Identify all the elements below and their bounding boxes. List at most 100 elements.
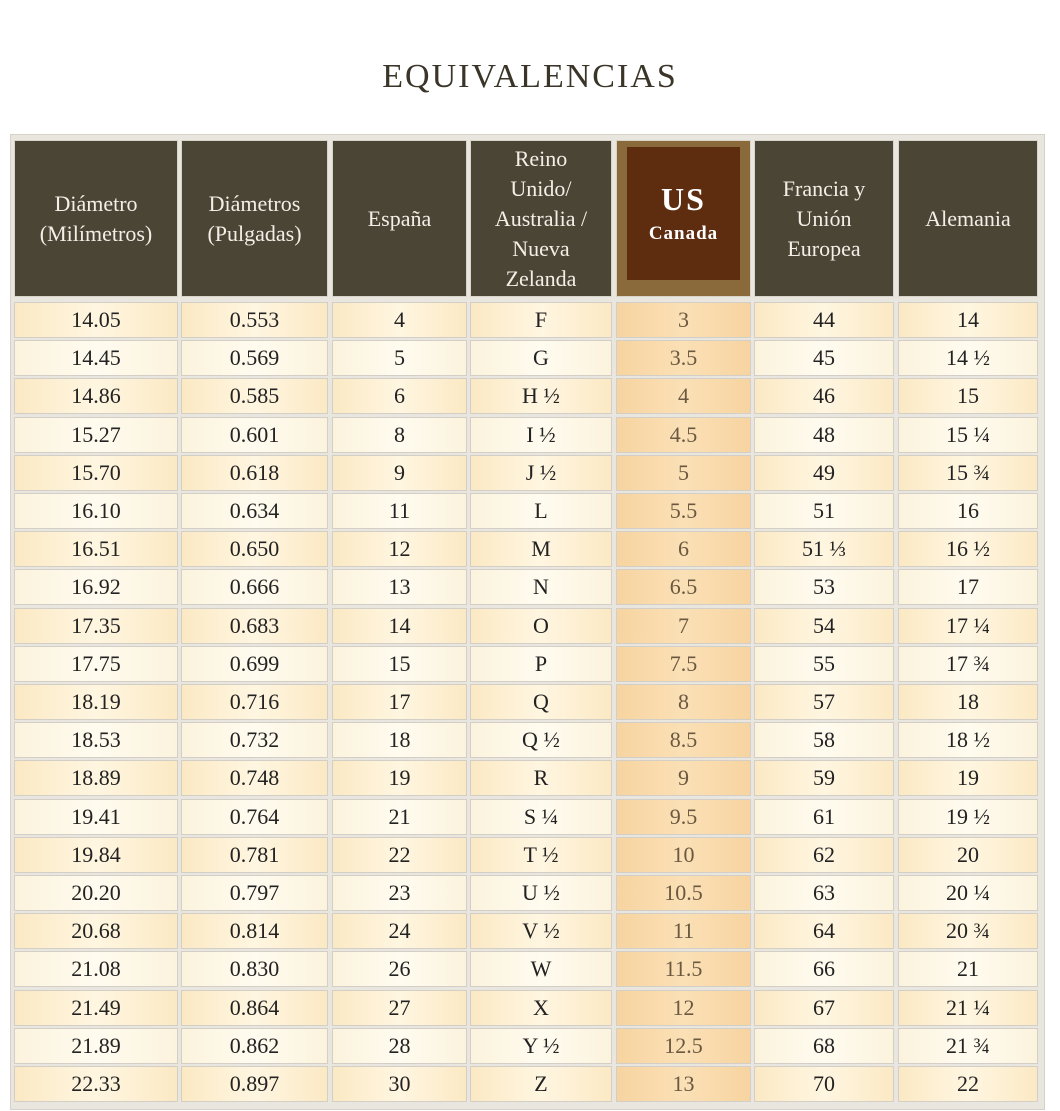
cell-us-canada: 5 <box>617 455 750 490</box>
cell-alemania: 19 <box>899 761 1037 796</box>
cell-us-canada: 9.5 <box>617 799 750 834</box>
cell-francia-ue: 57 <box>755 685 893 719</box>
cell-diametro-pulgadas: 0.781 <box>182 837 327 872</box>
cell-reino-unido: Y ½ <box>471 1028 611 1063</box>
cell-francia-ue: 64 <box>755 914 893 949</box>
cell-francia-ue: 53 <box>755 570 893 605</box>
cell-francia-ue: 51 ⅓ <box>755 532 893 567</box>
cell-diametro-pulgadas: 0.797 <box>182 876 327 910</box>
cell-alemania: 21 <box>899 952 1037 987</box>
cell-francia-ue: 67 <box>755 990 893 1025</box>
cell-francia-ue: 48 <box>755 417 893 452</box>
cell-francia-ue: 51 <box>755 494 893 528</box>
cell-us-canada: 6.5 <box>617 570 750 605</box>
cell-alemania: 22 <box>899 1067 1037 1101</box>
cell-reino-unido: L <box>471 494 611 528</box>
header-us-label: US <box>661 180 706 217</box>
cell-francia-ue: 68 <box>755 1028 893 1063</box>
cell-us-canada: 11 <box>617 914 750 949</box>
cell-francia-ue: 70 <box>755 1067 893 1101</box>
cell-reino-unido: U ½ <box>471 876 611 910</box>
cell-reino-unido: Q <box>471 685 611 719</box>
cell-diametro-pulgadas: 0.748 <box>182 761 327 796</box>
cell-us-canada: 5.5 <box>617 494 750 528</box>
cell-espana: 12 <box>333 532 466 567</box>
cell-reino-unido: I ½ <box>471 417 611 452</box>
cell-reino-unido: R <box>471 761 611 796</box>
cell-us-canada: 8 <box>617 685 750 719</box>
cell-diametro-mm: 16.10 <box>15 494 177 528</box>
cell-diametro-pulgadas: 0.764 <box>182 799 327 834</box>
cell-espana: 22 <box>333 837 466 872</box>
cell-espana: 5 <box>333 341 466 376</box>
cell-us-canada: 8.5 <box>617 723 750 758</box>
cell-espana: 15 <box>333 646 466 681</box>
cell-diametro-pulgadas: 0.618 <box>182 455 327 490</box>
header-label: Francia y Unión Europea <box>782 175 866 261</box>
cell-diametro-pulgadas: 0.601 <box>182 417 327 452</box>
header-francia-ue: Francia y Unión Europea <box>755 141 893 296</box>
cell-reino-unido: X <box>471 990 611 1025</box>
cell-espana: 13 <box>333 570 466 605</box>
cell-us-canada: 4 <box>617 379 750 414</box>
cell-reino-unido: O <box>471 608 611 643</box>
cell-diametro-pulgadas: 0.683 <box>182 608 327 643</box>
cell-diametro-mm: 21.89 <box>15 1028 177 1063</box>
cell-alemania: 20 <box>899 837 1037 872</box>
cell-francia-ue: 45 <box>755 341 893 376</box>
cell-espana: 18 <box>333 723 466 758</box>
cell-diametro-mm: 16.92 <box>15 570 177 605</box>
cell-alemania: 20 ¼ <box>899 876 1037 910</box>
cell-espana: 9 <box>333 455 466 490</box>
cell-us-canada: 10 <box>617 837 750 872</box>
cell-us-canada: 12 <box>617 990 750 1025</box>
cell-francia-ue: 55 <box>755 646 893 681</box>
cell-diametro-mm: 20.68 <box>15 914 177 949</box>
cell-francia-ue: 62 <box>755 837 893 872</box>
header-diametro-mm: Diámetro (Milímetros) <box>15 141 177 296</box>
cell-espana: 21 <box>333 799 466 834</box>
cell-us-canada: 13 <box>617 1067 750 1101</box>
cell-reino-unido: P <box>471 646 611 681</box>
cell-diametro-mm: 22.33 <box>15 1067 177 1101</box>
cell-espana: 6 <box>333 379 466 414</box>
cell-alemania: 17 ¼ <box>899 608 1037 643</box>
cell-diametro-pulgadas: 0.732 <box>182 723 327 758</box>
cell-alemania: 19 ½ <box>899 799 1037 834</box>
cell-alemania: 18 ½ <box>899 723 1037 758</box>
cell-reino-unido: T ½ <box>471 837 611 872</box>
header-label: Diámetro (Milímetros) <box>39 190 153 246</box>
cell-diametro-mm: 20.20 <box>15 876 177 910</box>
header-label: España <box>367 205 432 231</box>
cell-francia-ue: 66 <box>755 952 893 987</box>
cell-diametro-mm: 15.27 <box>15 417 177 452</box>
header-espana: España <box>333 141 466 296</box>
cell-us-canada: 3.5 <box>617 341 750 376</box>
cell-alemania: 17 <box>899 570 1037 605</box>
cell-francia-ue: 61 <box>755 799 893 834</box>
cell-espana: 17 <box>333 685 466 719</box>
cell-alemania: 14 <box>899 303 1037 337</box>
cell-diametro-pulgadas: 0.569 <box>182 341 327 376</box>
cell-us-canada: 3 <box>617 303 750 337</box>
cell-espana: 24 <box>333 914 466 949</box>
header-label: Diámetros (Pulgadas) <box>207 190 302 246</box>
cell-us-canada: 10.5 <box>617 876 750 910</box>
cell-alemania: 15 <box>899 379 1037 414</box>
cell-alemania: 15 ¾ <box>899 455 1037 490</box>
cell-alemania: 17 ¾ <box>899 646 1037 681</box>
cell-francia-ue: 54 <box>755 608 893 643</box>
cell-reino-unido: W <box>471 952 611 987</box>
cell-alemania: 16 <box>899 494 1037 528</box>
cell-diametro-pulgadas: 0.830 <box>182 952 327 987</box>
cell-alemania: 18 <box>899 685 1037 719</box>
cell-reino-unido: V ½ <box>471 914 611 949</box>
cell-alemania: 16 ½ <box>899 532 1037 567</box>
cell-diametro-mm: 17.75 <box>15 646 177 681</box>
cell-alemania: 15 ¼ <box>899 417 1037 452</box>
cell-diametro-mm: 18.89 <box>15 761 177 796</box>
cell-diametro-mm: 14.05 <box>15 303 177 337</box>
cell-espana: 8 <box>333 417 466 452</box>
cell-diametro-pulgadas: 0.814 <box>182 914 327 949</box>
cell-diametro-pulgadas: 0.864 <box>182 990 327 1025</box>
